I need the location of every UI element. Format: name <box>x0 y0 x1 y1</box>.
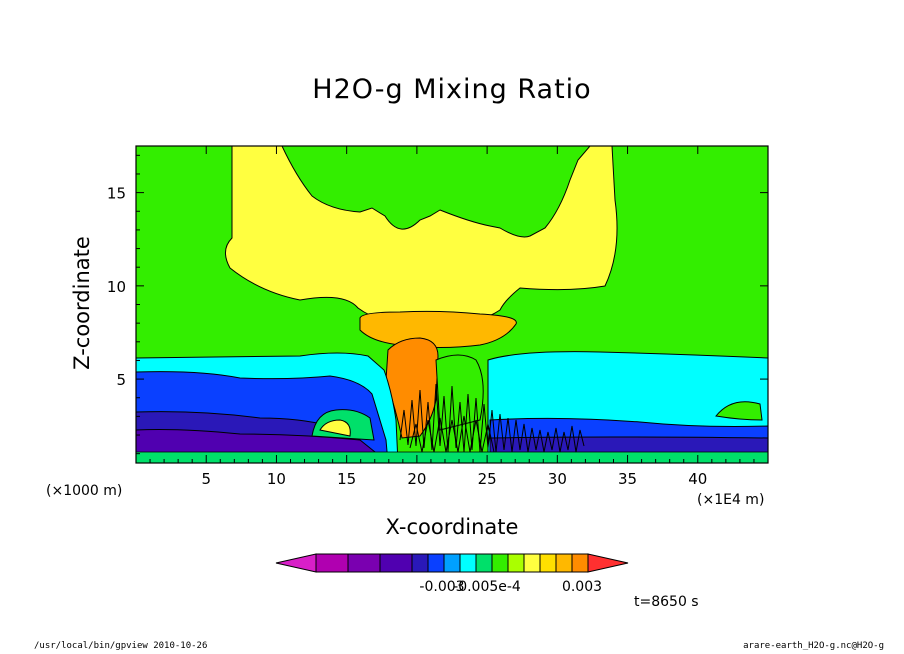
x-unit-right: (×1E4 m) <box>697 492 765 508</box>
x-tick-label: 35 <box>618 470 637 488</box>
y-tick-label: 10 <box>107 278 126 296</box>
x-tick-label: 30 <box>548 470 567 488</box>
colorbar-bin <box>507 553 525 573</box>
x-axis-ticks: 5 10 15 20 25 30 35 40 <box>149 146 755 488</box>
colorbar-max-arrow <box>587 553 629 573</box>
colorbar-bin <box>443 553 461 573</box>
footer-path: /usr/local/bin/gpview 2010-10-26 <box>34 641 208 651</box>
colorbar-bin <box>427 553 445 573</box>
colorbar-bin <box>475 553 493 573</box>
x-tick-label: 15 <box>337 470 356 488</box>
colorbar-tick-label: -0.005e-4 <box>453 579 521 595</box>
colorbar-bin <box>539 553 557 573</box>
chart-title: H2O-g Mixing Ratio <box>312 74 592 105</box>
y-tick-label: 5 <box>116 371 126 389</box>
colorbar-bin <box>315 553 349 573</box>
y-axis-ticks: 5 10 15 <box>107 154 768 455</box>
left-violet-layer <box>136 429 382 457</box>
footer-file: arare-earth_H2O-g.nc@H2O-g <box>743 641 884 651</box>
left-cell-yellow <box>319 419 351 437</box>
colorbar-bin <box>347 553 381 573</box>
colorbar-tick-label: -0.003 <box>419 579 464 595</box>
surface-green-layer <box>136 451 768 463</box>
upper-yellow-region <box>225 146 618 324</box>
x-tick-label: 10 <box>267 470 286 488</box>
colorbar-bin <box>555 553 573 573</box>
x-tick-label: 40 <box>688 470 707 488</box>
turbulent-contours <box>399 383 585 453</box>
y-tick-label: 15 <box>107 185 126 203</box>
x-unit-left: (×1000 m) <box>46 483 123 499</box>
colorbar-bin <box>379 553 413 573</box>
x-axis-label: X-coordinate <box>385 515 519 539</box>
colorbar-bin <box>411 553 429 573</box>
x-tick-label: 20 <box>407 470 426 488</box>
right-green-pocket <box>715 401 763 421</box>
colorbar-min-arrow <box>275 553 317 573</box>
colorbar-bin <box>459 553 477 573</box>
colorbar-bin <box>571 553 589 573</box>
time-label: t=8650 s <box>634 594 699 610</box>
colorbar-bin <box>523 553 541 573</box>
core-green-fringe <box>435 354 484 431</box>
x-tick-label: 5 <box>201 470 211 488</box>
colorbar-bin <box>491 553 509 573</box>
colorbar: -0.003-0.005e-4 0.003 <box>275 553 629 595</box>
x-tick-label: 25 <box>478 470 497 488</box>
colorbar-tick-label: 0.003 <box>562 579 602 595</box>
core-orange-region <box>385 337 439 439</box>
contour-field <box>136 146 768 463</box>
